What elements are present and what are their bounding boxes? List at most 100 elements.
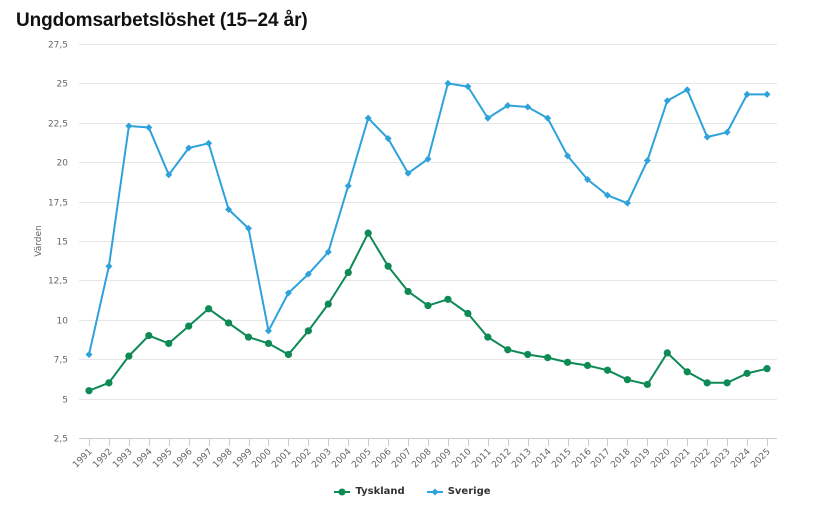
data-point-diamond-icon[interactable] [125,122,133,130]
data-point-diamond-icon[interactable] [264,327,272,335]
data-point-diamond-icon[interactable] [245,224,253,232]
x-tick-label: 1991 [71,447,94,470]
data-point-circle-icon[interactable] [623,376,632,384]
x-tick-label: 2020 [649,447,672,470]
data-point-diamond-icon[interactable] [344,182,352,190]
data-point-circle-icon[interactable] [145,331,153,340]
x-tick-label: 2017 [589,447,612,470]
data-point-diamond-icon[interactable] [643,157,651,165]
data-point-circle-icon[interactable] [304,327,312,335]
y-tick-label: 27,5 [48,41,68,51]
data-point-diamond-icon[interactable] [464,83,472,91]
data-point-circle-icon[interactable] [464,309,472,318]
y-axis: 2,5 5 7,5 10 12,5 15 17,5 20 22,5 25 27,5 [48,41,68,445]
data-point-circle-icon[interactable] [404,287,412,296]
legend-label: Sverige [447,486,491,497]
x-tick-label: 2016 [570,447,593,470]
data-point-diamond-icon[interactable] [105,262,113,270]
x-tick-label: 2010 [450,447,473,470]
data-point-circle-icon[interactable] [603,366,612,374]
data-point-circle-icon[interactable] [165,339,173,348]
data-point-circle-icon[interactable] [125,352,133,360]
data-point-diamond-icon[interactable] [364,114,372,122]
data-point-circle-icon[interactable] [444,295,452,303]
data-point-circle-icon[interactable] [244,333,253,341]
x-tick-label: 2008 [410,447,433,470]
data-point-diamond-icon[interactable] [324,248,332,256]
data-point-circle-icon[interactable] [424,302,432,310]
x-tick-label: 1998 [211,447,234,470]
data-point-circle-icon[interactable] [85,387,93,395]
y-tick-label: 10 [57,317,69,327]
y-tick-label: 25 [57,80,68,90]
data-point-diamond-icon[interactable] [683,86,691,94]
data-point-diamond-icon[interactable] [85,350,93,358]
data-point-diamond-icon[interactable] [524,103,532,111]
data-point-circle-icon[interactable] [544,354,552,362]
data-point-circle-icon[interactable] [663,349,671,357]
series-line [88,82,767,355]
gridlines [79,44,777,439]
data-point-diamond-icon[interactable] [225,205,233,213]
data-point-circle-icon[interactable] [563,358,572,366]
data-point-diamond-icon[interactable] [205,139,213,147]
data-point-circle-icon[interactable] [763,365,771,373]
y-tick-label: 5 [62,396,68,406]
data-point-circle-icon[interactable] [703,379,711,387]
x-tick-label: 2005 [350,447,373,470]
data-point-circle-icon[interactable] [364,229,372,237]
data-point-circle-icon[interactable] [683,368,691,376]
data-point-circle-icon[interactable] [105,379,113,387]
data-point-diamond-icon[interactable] [703,133,711,141]
x-tick-label: 2021 [669,447,692,470]
data-point-circle-icon[interactable] [743,369,751,377]
data-point-circle-icon[interactable] [723,379,731,387]
x-tick-label: 2015 [550,447,573,470]
data-point-circle-icon[interactable] [324,300,332,308]
data-point-diamond-icon[interactable] [444,79,452,87]
data-point-circle-icon[interactable] [264,339,273,348]
data-point-diamond-icon[interactable] [185,144,193,152]
data-point-circle-icon[interactable] [504,346,512,354]
data-point-circle-icon[interactable] [344,268,352,277]
data-point-diamond-icon[interactable] [145,124,153,132]
data-point-diamond-icon[interactable] [284,289,292,297]
legend-item-sverige[interactable]: Sverige [426,486,491,497]
y-axis-label: Värden [34,225,44,256]
data-point-circle-icon[interactable] [524,350,532,359]
data-point-diamond-icon[interactable] [384,135,392,143]
data-point-diamond-icon[interactable] [504,101,512,109]
data-point-diamond-icon[interactable] [743,90,751,98]
x-tick-label: 2003 [310,447,333,470]
data-point-circle-icon[interactable] [185,322,193,330]
y-tick-label: 2,5 [54,435,68,445]
series-sverige[interactable] [85,79,771,358]
data-point-circle-icon[interactable] [583,361,592,370]
data-point-diamond-icon[interactable] [304,270,312,278]
data-point-circle-icon[interactable] [643,380,651,389]
legend-item-tyskland[interactable]: Tyskland [334,486,405,497]
data-point-circle-icon[interactable] [224,319,233,327]
data-point-diamond-icon[interactable] [763,90,771,98]
x-tick-label: 2014 [530,447,553,470]
data-point-circle-icon[interactable] [484,333,492,341]
x-tick-label: 1993 [111,447,134,470]
x-tick-label: 2009 [430,447,453,470]
data-point-diamond-icon[interactable] [723,128,731,136]
data-point-diamond-icon[interactable] [544,114,552,122]
data-point-diamond-icon[interactable] [584,176,592,184]
data-point-diamond-icon[interactable] [484,114,492,122]
series-tyskland[interactable] [85,229,771,395]
data-point-diamond-icon[interactable] [623,199,631,207]
x-tick-label: 1995 [151,447,174,470]
data-point-circle-icon[interactable] [384,262,392,270]
data-point-diamond-icon[interactable] [404,169,412,177]
data-point-diamond-icon[interactable] [603,191,611,199]
data-point-diamond-icon[interactable] [564,152,572,160]
data-point-circle-icon[interactable] [205,305,213,313]
data-point-diamond-icon[interactable] [165,171,173,179]
data-point-circle-icon[interactable] [284,350,293,359]
data-point-diamond-icon[interactable] [663,97,671,105]
data-point-diamond-icon[interactable] [424,155,432,163]
